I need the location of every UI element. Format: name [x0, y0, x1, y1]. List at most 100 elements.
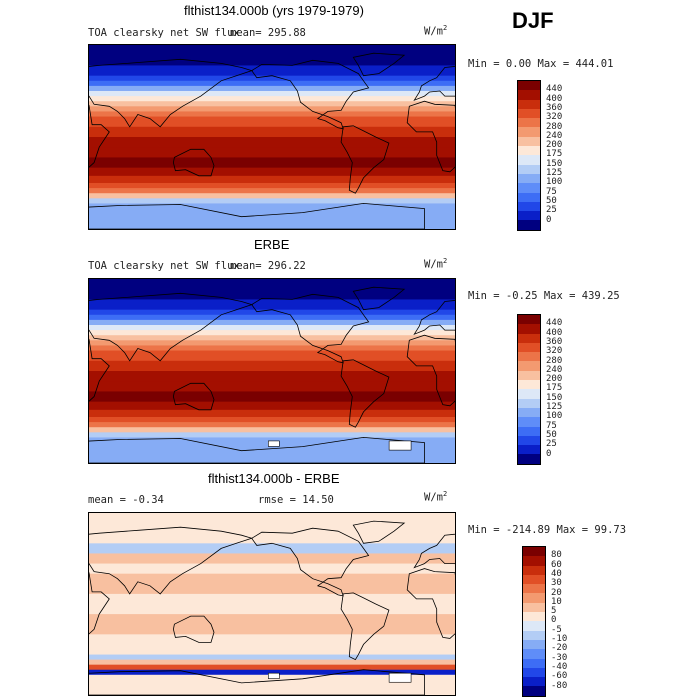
colorbar-tick-label: -60: [551, 671, 568, 682]
panel1-title: flthist134.000b (yrs 1979-1979): [184, 3, 364, 18]
colorbar-tick-label: 440: [546, 84, 563, 95]
colorbar-tick-label: 25: [546, 439, 557, 450]
coastline: [251, 527, 370, 597]
colorbar-tick-label: 20: [551, 587, 562, 598]
colorbar-swatch: [518, 398, 540, 408]
panel1-mean: mean= 295.88: [230, 27, 306, 39]
panel2-map: [88, 278, 456, 464]
panel2-subtitle: TOA clearsky net SW flux: [88, 260, 240, 272]
colorbar-swatch: [518, 333, 540, 343]
colorbar-tick-label: 125: [546, 402, 563, 412]
colorbar-swatch: [518, 361, 540, 371]
colorbar-swatch: [518, 380, 540, 390]
colorbar-swatch: [523, 621, 545, 631]
colorbar-tick-label: 10: [551, 596, 562, 607]
coastline: [406, 100, 455, 173]
colorbar-tick-label: 0: [546, 214, 552, 225]
colorbar-swatch: [523, 630, 545, 640]
colorbar-tick-label: 280: [546, 355, 563, 366]
colorbar-tick-label: 280: [546, 121, 563, 132]
colorbar-tick-label: 60: [551, 559, 562, 570]
panel2-minmax: Min = -0.25 Max = 439.25: [468, 290, 620, 302]
coastline: [406, 334, 455, 407]
coastline: [352, 520, 406, 544]
map-plot: [89, 513, 455, 695]
colorbar-tick-label: 240: [546, 364, 563, 375]
coastline: [406, 568, 455, 639]
coastline: [352, 52, 406, 77]
colorbar-swatch: [523, 612, 545, 622]
coastline: [251, 59, 370, 130]
colorbar-swatch: [518, 99, 540, 109]
colorbar-swatch: [523, 667, 545, 678]
colorbar-swatch: [523, 649, 545, 659]
panel3-map: [88, 512, 456, 696]
panel1-units: W/m2: [424, 24, 448, 38]
colorbar-swatch: [518, 173, 540, 184]
panel1-minmax: Min = 0.00 Max = 444.01: [468, 58, 614, 70]
panel3-rmse: rmse = 14.50: [258, 494, 334, 506]
colorbar-tick-label: 150: [546, 158, 563, 169]
colorbar-swatch: [523, 565, 545, 575]
colorbar-swatch: [523, 556, 545, 566]
colorbar-tick-label: -40: [551, 661, 568, 672]
coastline: [340, 125, 390, 194]
colorbar-tick-label: 30: [551, 578, 562, 589]
panel2-mean: mean= 296.22: [230, 260, 306, 272]
panel3-colorbar: [522, 546, 546, 697]
colorbar-swatch: [518, 315, 540, 325]
colorbar-swatch: [518, 389, 540, 399]
colorbar-swatch: [518, 324, 540, 334]
panel1-subtitle: TOA clearsky net SW flux: [88, 27, 240, 39]
colorbar-tick-label: 5: [551, 606, 557, 617]
colorbar-swatch: [518, 164, 540, 174]
coastline: [413, 533, 455, 569]
colorbar-tick-label: 175: [546, 383, 563, 394]
colorbar-swatch: [518, 211, 540, 221]
colorbar-tick-label: -10: [551, 634, 568, 644]
panel3-units: W/m2: [424, 490, 448, 504]
panel1-map: [88, 44, 456, 230]
coastline: [340, 359, 390, 428]
colorbar-tick-label: 125: [546, 168, 563, 178]
colorbar-tick-label: 400: [546, 93, 563, 104]
colorbar-tick-label: 50: [546, 195, 557, 206]
colorbar-tick-label: 400: [546, 327, 563, 338]
colorbar-swatch: [523, 593, 545, 603]
season-label: DJF: [512, 8, 554, 33]
colorbar-tick-label: 100: [546, 411, 563, 422]
colorbar-tick-label: 50: [546, 429, 557, 440]
colorbar-swatch: [518, 407, 540, 418]
colorbar-tick-label: 200: [546, 140, 563, 151]
colorbar-swatch: [523, 547, 545, 557]
colorbar-tick-label: 100: [546, 177, 563, 188]
colorbar-tick-label: 0: [551, 615, 557, 626]
colorbar-swatch: [523, 574, 545, 585]
colorbar-tick-label: -20: [551, 643, 568, 654]
colorbar-swatch: [518, 81, 540, 91]
colorbar-swatch: [518, 90, 540, 100]
colorbar-tick-label: 200: [546, 374, 563, 385]
colorbar-swatch: [518, 352, 540, 362]
colorbar-tick-label: 240: [546, 130, 563, 141]
colorbar-swatch: [518, 342, 540, 353]
colorbar-swatch: [518, 454, 540, 464]
colorbar-swatch: [518, 183, 540, 193]
colorbar-swatch: [518, 201, 540, 212]
panel3-mean: mean = -0.34: [88, 494, 164, 506]
colorbar-swatch: [518, 220, 540, 230]
panel3-minmax: Min = -214.89 Max = 99.73: [468, 524, 627, 536]
colorbar-swatch: [518, 370, 540, 381]
colorbar-tick-label: 360: [546, 102, 563, 113]
coastline: [413, 300, 455, 336]
colorbar-swatch: [523, 686, 545, 696]
colorbar-tick-label: 175: [546, 149, 563, 160]
panel3-title: flthist134.000b - ERBE: [208, 471, 340, 486]
coastline: [352, 286, 406, 311]
panel1-colorbar: [517, 80, 541, 231]
colorbar-tick-label: -80: [551, 680, 568, 691]
colorbar-swatch: [523, 677, 545, 687]
colorbar-swatch: [518, 192, 540, 202]
colorbar-swatch: [518, 426, 540, 436]
colorbar-swatch: [523, 584, 545, 594]
